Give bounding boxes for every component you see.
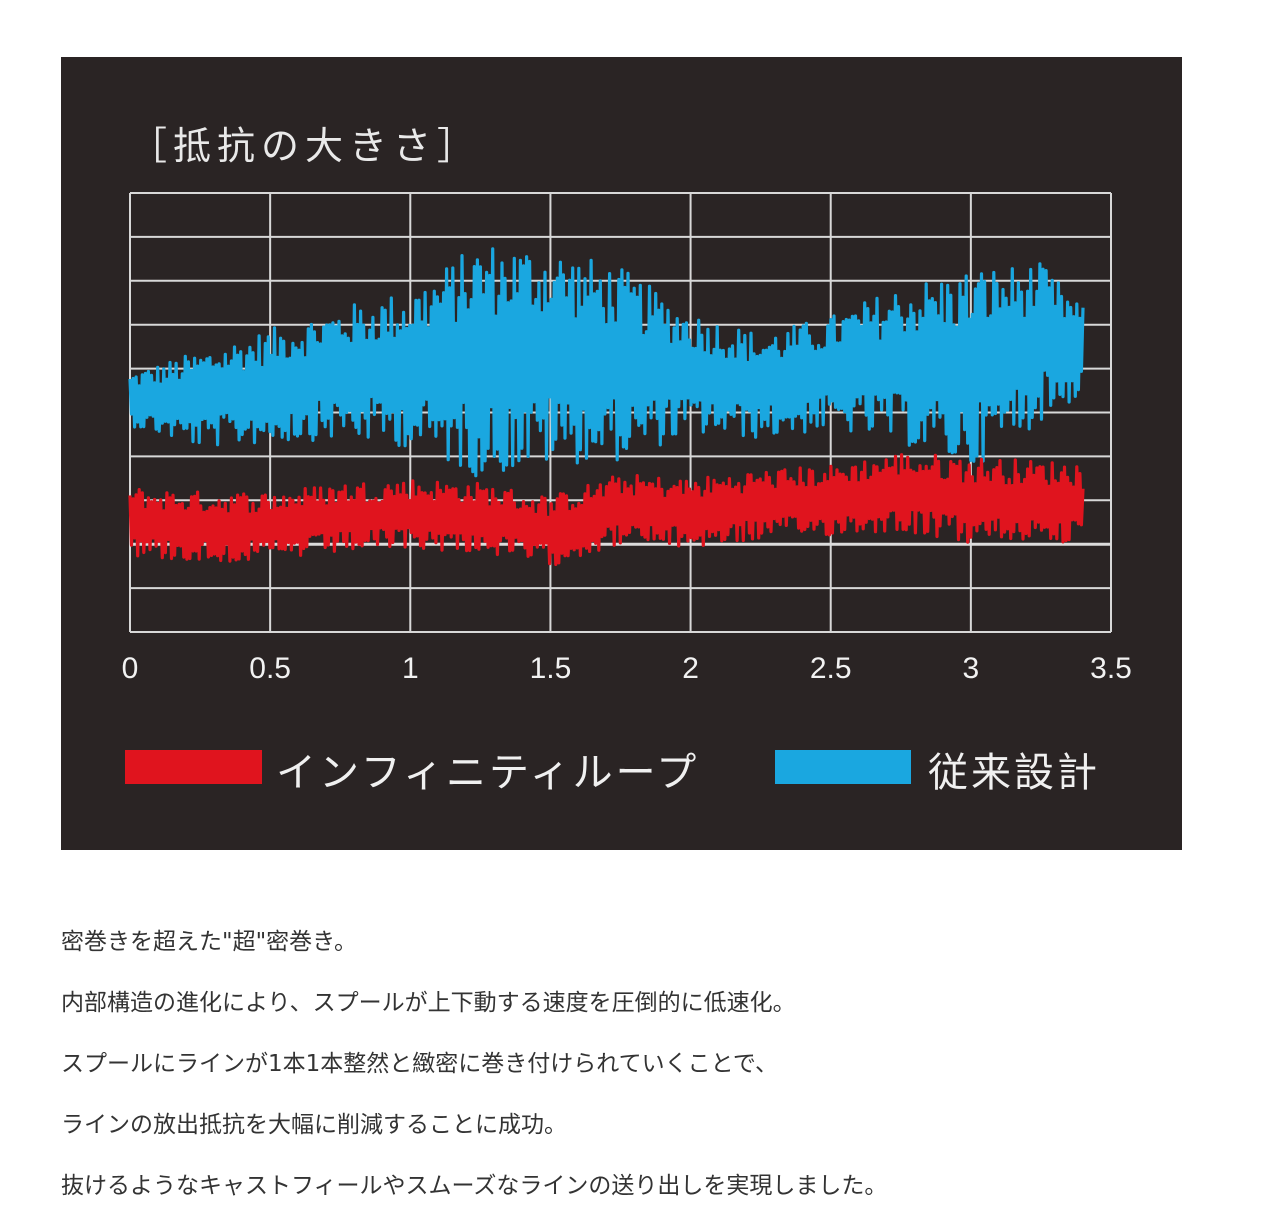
series-line-conventional xyxy=(128,247,1085,478)
description-line: 抜けるようなキャストフィールやスムーズなラインの送り出しを実現しました。 xyxy=(61,1173,888,1199)
description-line: ラインの放出抵抗を大幅に削減することに成功。 xyxy=(61,1112,567,1138)
x-tick-label: 2 xyxy=(682,652,699,685)
legend-swatch-infinity-loop xyxy=(125,750,262,784)
x-tick-label: 0 xyxy=(121,652,139,685)
x-tick-label: 1.5 xyxy=(529,652,572,685)
x-tick-label: 3 xyxy=(962,652,980,685)
description: 密巻きを超えた"超"密巻き。 内部構造の進化により、スプールが上下動する速度を圧… xyxy=(61,920,1211,1225)
legend-label-conventional: 従来設計 xyxy=(928,750,1100,796)
x-tick-label: 0.5 xyxy=(249,652,291,685)
series-line-infinity-loop xyxy=(128,453,1085,566)
chart-plot xyxy=(128,192,1112,633)
chart-panel: ［抵抗の大きさ］ 0 0.5 1 1.5 2 2.5 3 3.5 インフィニティループ 従来設… xyxy=(61,57,1182,850)
description-line: 密巻きを超えた"超"密巻き。 xyxy=(61,929,358,955)
chart-title: ［抵抗の大きさ］ xyxy=(129,124,482,168)
x-tick-label: 1 xyxy=(401,652,419,685)
x-tick-label: 3.5 xyxy=(1090,652,1132,685)
x-tick-label: 2.5 xyxy=(809,652,852,685)
description-line: 内部構造の進化により、スプールが上下動する速度を圧倒的に低速化。 xyxy=(61,990,796,1016)
description-line: スプールにラインが1本1本整然と緻密に巻き付けられていくことで、 xyxy=(61,1051,778,1077)
legend-label-infinity-loop: インフィニティループ xyxy=(276,750,700,796)
legend-swatch-conventional xyxy=(775,750,911,784)
series-layer xyxy=(128,247,1085,566)
